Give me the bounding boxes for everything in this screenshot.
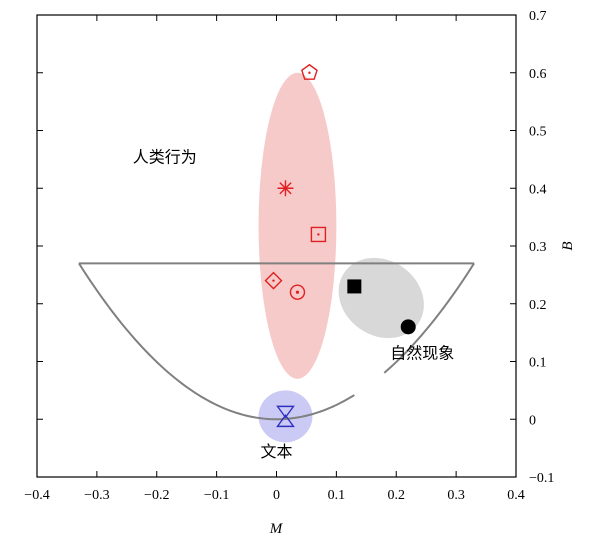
x-tick-label: 0.2 [388,488,406,503]
boundary-right-lower [276,394,355,421]
x-tick-label: −0.3 [84,488,109,503]
data-points [264,63,416,428]
x-tick-label: 0.1 [328,488,346,503]
data-point-circle-dot [289,284,306,300]
data-point-diamond-open [264,271,283,290]
x-tick-label: 0 [273,488,280,503]
y-tick-label: 0 [529,413,536,428]
region-label-0: 人类行为 [133,147,197,166]
y-tick-label: 0.6 [529,67,547,82]
y-tick-label: 0.3 [529,240,547,255]
boundary-left-branch [78,262,277,421]
boundary-curve [78,262,475,421]
region-ellipse-0 [258,72,337,379]
x-axis-title: M [269,521,284,537]
data-point-square-open [310,226,327,243]
axis-ticks: −0.4 −0.3 −0.2 −0.1 0 0.1 0.2 0.3 0.4 −0.1 0 0.1 0.2… [24,9,554,503]
data-point-square-filled [347,279,362,294]
y-tick-label: 0.2 [529,298,547,313]
region-ellipse-1 [338,257,424,339]
x-tick-label: −0.1 [204,488,229,503]
data-point-pentagon [300,63,318,80]
y-tick-label: −0.1 [529,471,554,486]
x-tick-label: −0.4 [24,488,49,503]
regions [258,72,424,443]
data-point-hourglass [276,405,295,428]
region-label-1: 自然现象 [390,344,454,363]
x-tick-label: −0.2 [144,488,169,503]
y-tick-label: 0.4 [529,182,547,197]
data-point-circle-filled [400,319,416,335]
y-tick-label: 0.1 [529,356,547,371]
x-tick-label: 0.3 [447,488,465,503]
y-tick-label: 0.5 [529,125,547,140]
boundary-right-upper [383,262,475,374]
y-tick-label: 0.7 [529,9,547,24]
x-tick-label: 0.4 [507,488,525,503]
y-axis-title: B [560,241,576,250]
region-label-2: 文本 [260,442,292,461]
data-point-asterisk [277,180,294,197]
